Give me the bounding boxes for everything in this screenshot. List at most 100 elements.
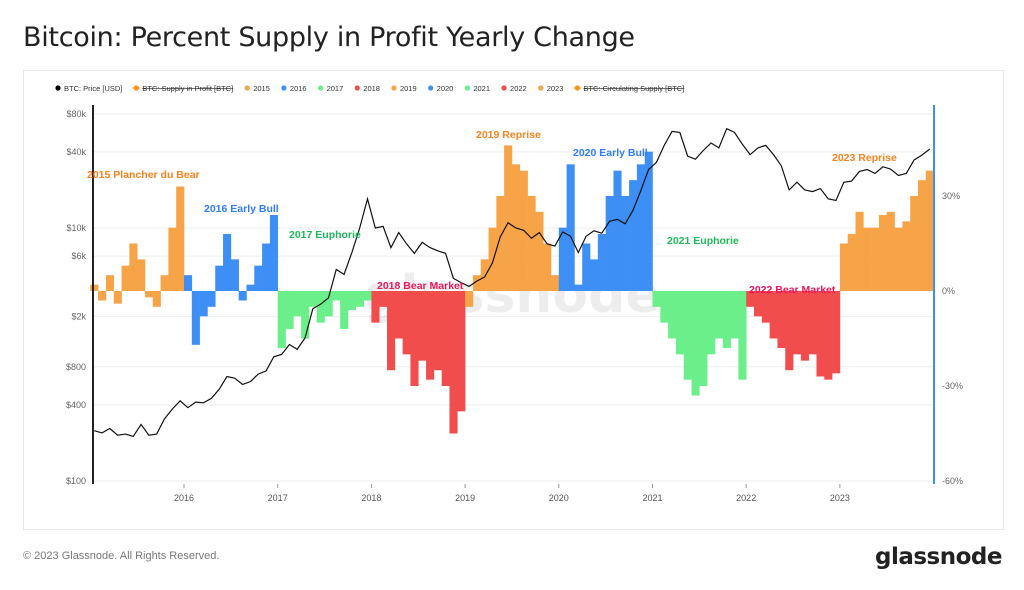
annotation-label: 2018 Bear Market bbox=[377, 280, 464, 292]
profit-change-bar bbox=[839, 243, 849, 291]
profit-change-bar bbox=[621, 196, 630, 291]
profit-change-bar bbox=[199, 291, 208, 317]
profit-change-bar bbox=[184, 275, 193, 291]
profit-change-bar bbox=[738, 291, 747, 380]
profit-change-bar bbox=[605, 196, 614, 291]
profit-change-bar bbox=[105, 275, 115, 291]
profit-change-bar bbox=[262, 243, 271, 291]
profit-change-bar bbox=[191, 291, 200, 345]
legend-item[interactable]: 2020 bbox=[437, 84, 454, 93]
profit-change-bar bbox=[777, 291, 786, 348]
profit-change-bar bbox=[590, 259, 599, 291]
profit-change-bar bbox=[316, 291, 325, 323]
legend-item[interactable]: 2017 bbox=[327, 84, 344, 93]
profit-change-bar bbox=[410, 291, 419, 386]
page-title: Bitcoin: Percent Supply in Profit Yearly… bbox=[23, 22, 635, 53]
right-axis-tick: -30% bbox=[942, 381, 963, 391]
profit-change-bar bbox=[722, 291, 731, 348]
profit-change-bar bbox=[785, 291, 794, 371]
x-axis-tick: 2017 bbox=[268, 493, 288, 503]
profit-change-bar bbox=[558, 227, 567, 291]
profit-change-bar bbox=[707, 291, 716, 355]
profit-change-bar bbox=[730, 291, 739, 339]
profit-change-bar bbox=[394, 291, 403, 339]
profit-change-bar bbox=[925, 170, 934, 291]
profit-change-bar bbox=[863, 227, 872, 291]
profit-change-bar bbox=[324, 291, 333, 317]
profit-change-bar bbox=[441, 291, 450, 386]
profit-change-bar bbox=[504, 145, 513, 291]
profit-change-bar bbox=[207, 291, 216, 307]
legend-marker bbox=[354, 85, 360, 91]
profit-change-bar bbox=[847, 234, 856, 291]
annotation-label: 2019 Reprise bbox=[476, 129, 541, 141]
profit-change-bar bbox=[832, 291, 841, 374]
legend-item[interactable]: 2016 bbox=[290, 84, 307, 93]
profit-change-bar bbox=[488, 227, 497, 291]
profit-change-bar bbox=[90, 284, 99, 291]
right-axis-tick: 0% bbox=[942, 286, 955, 296]
profit-change-bar bbox=[566, 164, 575, 291]
profit-change-bar bbox=[793, 291, 802, 355]
profit-change-bar bbox=[433, 291, 442, 371]
legend-item[interactable]: 2018 bbox=[363, 84, 380, 93]
profit-change-bar bbox=[379, 291, 388, 307]
profit-change-bar bbox=[98, 291, 107, 301]
profit-change-bar bbox=[363, 291, 372, 301]
copyright: © 2023 Glassnode. All Rights Reserved. bbox=[23, 550, 220, 562]
profit-change-bar bbox=[137, 259, 146, 291]
profit-change-bar bbox=[683, 291, 692, 380]
x-axis-tick: 2016 bbox=[174, 493, 194, 503]
profit-change-bar bbox=[746, 291, 755, 307]
legend-item[interactable]: BTC: Price [USD] bbox=[64, 84, 122, 93]
annotation-label: 2016 Early Bull bbox=[204, 203, 279, 215]
left-axis-tick: $800 bbox=[66, 362, 86, 372]
profit-change-bar bbox=[761, 291, 770, 323]
profit-change-bar bbox=[668, 291, 677, 339]
left-axis-tick: $80k bbox=[66, 109, 86, 119]
profit-change-bar bbox=[816, 291, 825, 377]
legend-item[interactable]: 2022 bbox=[510, 84, 527, 93]
legend-marker bbox=[428, 85, 434, 91]
profit-change-bar bbox=[855, 211, 864, 291]
profit-change-bar bbox=[652, 291, 661, 307]
legend-item[interactable]: 2015 bbox=[253, 84, 270, 93]
profit-change-bar bbox=[675, 291, 685, 355]
profit-change-bar bbox=[910, 196, 919, 291]
profit-change-bar bbox=[574, 284, 583, 291]
x-axis-tick: 2022 bbox=[736, 493, 756, 503]
profit-change-bar bbox=[465, 291, 474, 307]
profit-change-bar bbox=[902, 221, 911, 291]
profit-change-bar bbox=[269, 215, 278, 291]
legend-item[interactable]: 2021 bbox=[473, 84, 490, 93]
profit-change-bar bbox=[535, 211, 544, 291]
profit-change-bar bbox=[480, 259, 489, 291]
profit-change-bar bbox=[254, 265, 263, 291]
left-axis-tick: $6k bbox=[71, 251, 86, 261]
legend-marker bbox=[281, 85, 287, 91]
profit-change-bar bbox=[527, 196, 536, 291]
profit-change-bar bbox=[800, 291, 809, 361]
legend-item[interactable]: 2023 bbox=[547, 84, 564, 93]
profit-change-bar bbox=[754, 291, 763, 317]
profit-change-bar bbox=[543, 243, 552, 291]
legend-item[interactable]: BTC: Supply in Profit [BTC] bbox=[142, 84, 233, 93]
profit-change-bar bbox=[238, 291, 247, 301]
profit-change-bar bbox=[293, 291, 302, 317]
legend-marker bbox=[317, 85, 324, 91]
legend-item[interactable]: BTC: Circulating Supply [BTC] bbox=[583, 84, 684, 93]
profit-change-bar bbox=[808, 291, 817, 355]
legend-marker bbox=[244, 85, 250, 91]
profit-change-bar bbox=[613, 170, 622, 291]
profit-change-bar bbox=[246, 284, 255, 291]
legend-item[interactable]: 2019 bbox=[400, 84, 417, 93]
x-axis-tick: 2021 bbox=[642, 493, 662, 503]
profit-change-bar bbox=[277, 291, 286, 348]
profit-change-bar bbox=[714, 291, 724, 339]
profit-change-bar bbox=[223, 234, 232, 291]
profit-change-bar bbox=[176, 186, 185, 291]
btc-price-line bbox=[94, 127, 931, 438]
profit-change-bar bbox=[347, 291, 357, 310]
annotation-label: 2022 Bear Market bbox=[749, 284, 836, 296]
